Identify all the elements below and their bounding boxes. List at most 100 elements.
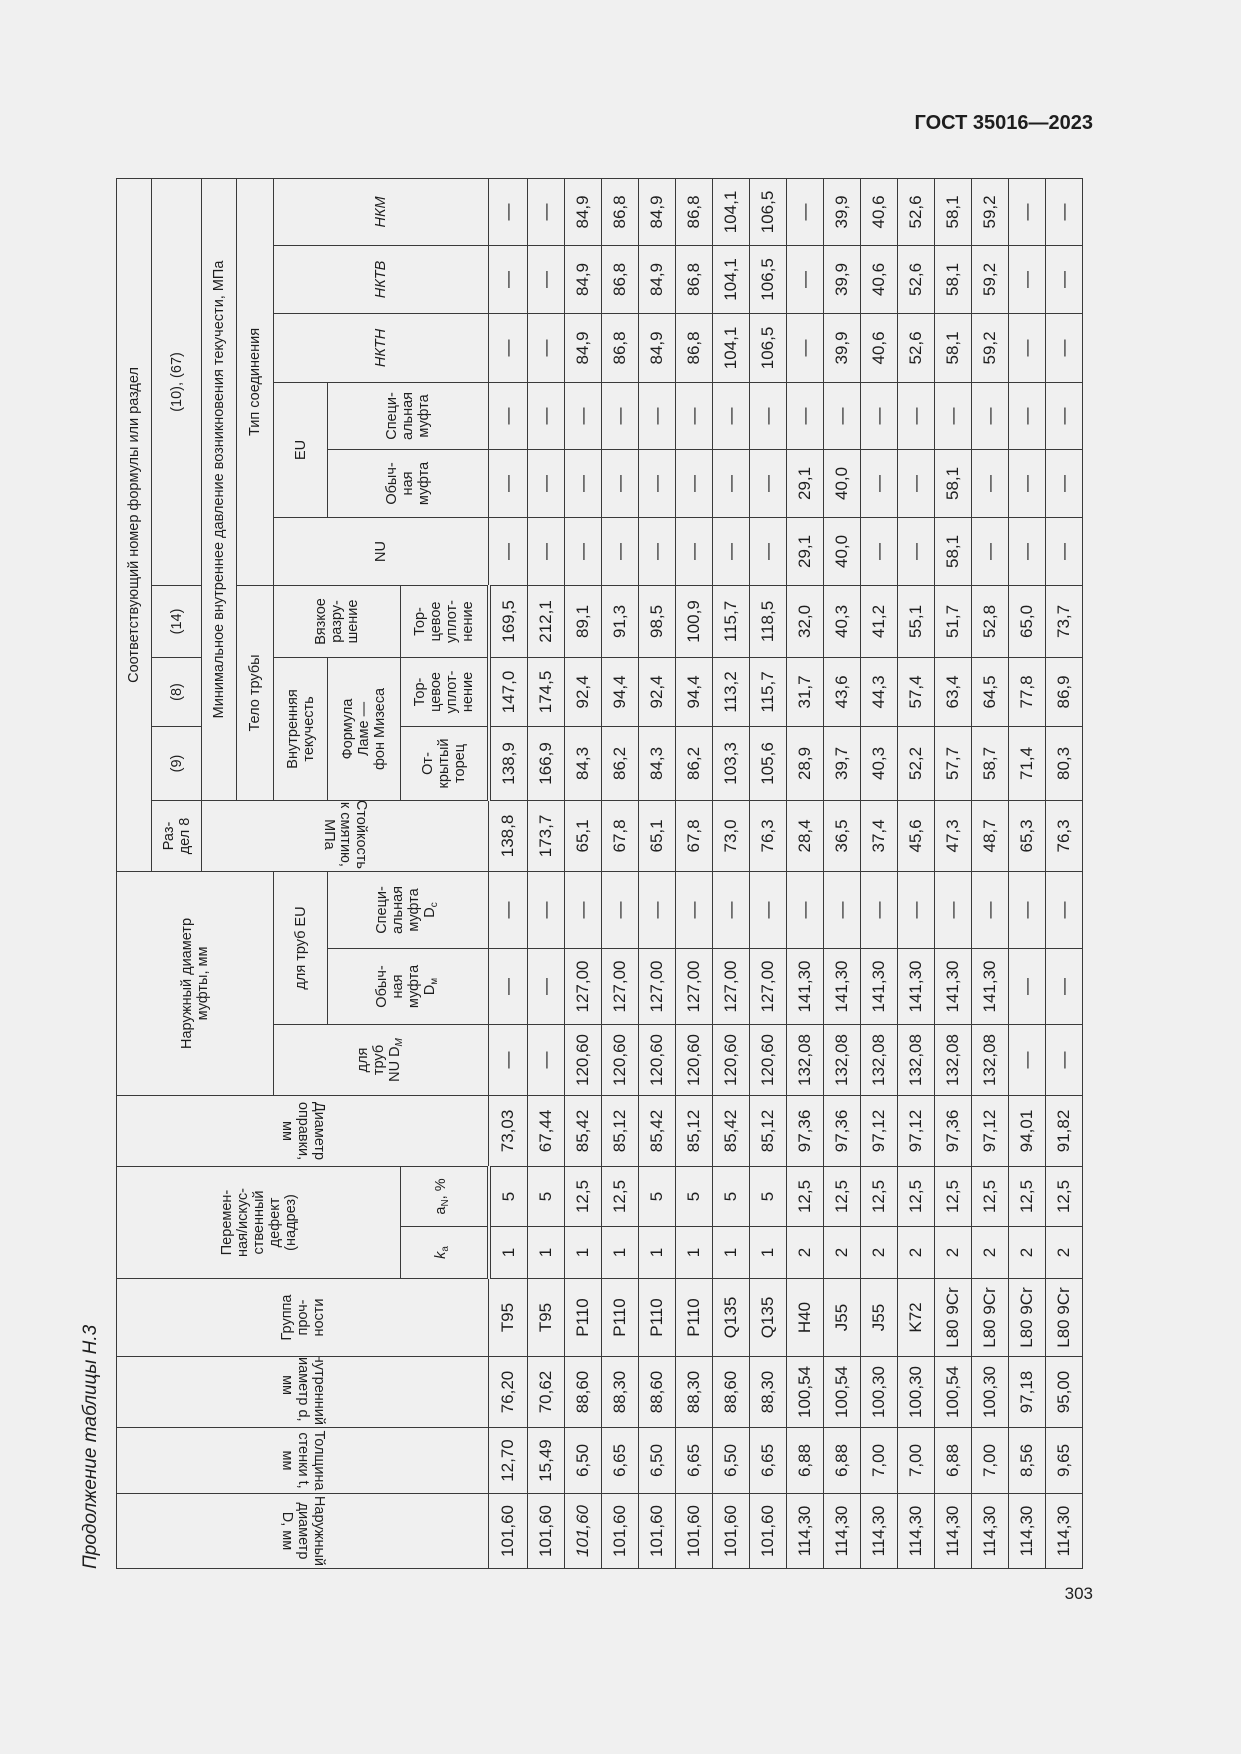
- table-cell: —: [786, 245, 823, 314]
- table-cell: 114,30: [786, 1493, 823, 1569]
- table-cell: 40,6: [860, 245, 897, 314]
- table-cell: 95,00: [1045, 1356, 1082, 1428]
- table-cell: 98,5: [638, 585, 675, 658]
- table-cell: 212,1: [527, 585, 564, 658]
- table-cell: 65,1: [564, 800, 601, 872]
- table-cell: 52,6: [897, 245, 934, 314]
- table-cell: —: [786, 178, 823, 246]
- table-cell: 5: [527, 1166, 564, 1227]
- table-row: 114,30 8,56 97,18 L80 9Cr 2 12,5 94,01— — —65,3 7…: [1008, 178, 1045, 1569]
- col-internal-yield: Внутренняя текучесть: [273, 657, 328, 801]
- table-cell: 2: [1045, 1226, 1082, 1279]
- table-cell: —: [488, 449, 527, 518]
- table-cell: 141,30: [971, 948, 1008, 1025]
- table-cell: —: [823, 871, 860, 949]
- col-ductile-rupture: Вязкое разру- шение: [273, 585, 401, 658]
- table-cell: 141,30: [897, 948, 934, 1025]
- table-cell: 12,5: [1008, 1166, 1045, 1227]
- table-cell: 31,7: [786, 657, 823, 727]
- table-cell: 101,60: [675, 1493, 712, 1569]
- table-cell: J55: [823, 1278, 860, 1357]
- table-cell: —: [488, 517, 527, 586]
- table-cell: 100,54: [786, 1356, 823, 1428]
- table-cell: 41,2: [860, 585, 897, 658]
- table-cell: —: [488, 871, 527, 949]
- table-cell: 86,2: [675, 726, 712, 801]
- table-cell: —: [488, 245, 527, 314]
- page-number: 303: [1064, 1584, 1093, 1603]
- table-cell: 84,9: [564, 178, 601, 246]
- rotated-table-frame: Продолжение таблицы Н.3 Наружный диаметр…: [80, 178, 1092, 1569]
- table-cell: —: [638, 517, 675, 586]
- table-cell: 97,36: [786, 1095, 823, 1167]
- table-cell: —: [1045, 517, 1082, 586]
- table-cell: T95: [488, 1278, 527, 1357]
- table-cell: 86,8: [675, 245, 712, 314]
- table-cell: 6,65: [601, 1427, 638, 1494]
- table-row: 101,60 6,50 88,60 Q135 1 5 85,42 120,60 127,00—7…: [712, 178, 749, 1569]
- col-eu-special: Специ- альная муфта: [327, 382, 489, 450]
- table-cell: 85,12: [749, 1095, 786, 1167]
- table-cell: 84,3: [638, 726, 675, 801]
- table-cell: 6,88: [786, 1427, 823, 1494]
- table-cell: 127,00: [601, 948, 638, 1025]
- table-cell: 100,54: [934, 1356, 971, 1428]
- table-row: 114,30 9,65 95,00 L80 9Cr 2 12,5 91,82— — —76,3 8…: [1045, 178, 1082, 1569]
- table-cell: 127,00: [564, 948, 601, 1025]
- table-cell: P110: [675, 1278, 712, 1357]
- table-cell: 91,3: [601, 585, 638, 658]
- table-cell: 58,1: [934, 245, 971, 314]
- table-cell: 132,08: [971, 1024, 1008, 1096]
- col-ka: ka: [400, 1226, 489, 1279]
- table-cell: —: [749, 449, 786, 518]
- table-cell: 141,30: [786, 948, 823, 1025]
- table-cell: 2: [786, 1226, 823, 1279]
- table-cell: 29,1: [786, 517, 823, 586]
- table-cell: 5: [749, 1166, 786, 1227]
- col-nkm: НКМ: [273, 178, 489, 246]
- table-cell: 8,56: [1008, 1427, 1045, 1494]
- table-cell: 86,2: [601, 726, 638, 801]
- table-cell: —: [749, 382, 786, 450]
- table-cell: 132,08: [934, 1024, 971, 1096]
- table-cell: —: [897, 449, 934, 518]
- col-wall-thickness: Толщина стенки t, мм: [116, 1427, 489, 1494]
- col-strength-grade: Группа проч- ности: [116, 1278, 489, 1357]
- table-cell: 101,60: [638, 1493, 675, 1569]
- table-cell: —: [786, 313, 823, 383]
- table-cell: —: [786, 382, 823, 450]
- table-row: 114,30 7,00 100,30 L80 9Cr 2 12,5 97,12 132,08 1…: [971, 178, 1008, 1569]
- table-caption: Продолжение таблицы Н.3: [80, 1324, 101, 1569]
- table-cell: P110: [564, 1278, 601, 1357]
- table-cell: 59,2: [971, 245, 1008, 314]
- table-cell: —: [897, 871, 934, 949]
- section-8: Раз- дел 8: [151, 800, 202, 872]
- table-cell: —: [1045, 313, 1082, 383]
- table-cell: 141,30: [823, 948, 860, 1025]
- table-cell: 86,8: [675, 313, 712, 383]
- table-cell: 58,1: [934, 313, 971, 383]
- table-cell: —: [527, 871, 564, 949]
- table-cell: 84,9: [564, 245, 601, 314]
- table-cell: —: [675, 449, 712, 518]
- table-cell: 101,60: [488, 1493, 527, 1569]
- table-cell: P110: [601, 1278, 638, 1357]
- table-cell: 173,7: [527, 800, 564, 872]
- table-header: Наружный диаметр D, мм Толщина стенки t,…: [116, 178, 489, 1569]
- table-cell: 76,20: [488, 1356, 527, 1428]
- table-cell: —: [601, 517, 638, 586]
- table-cell: 40,0: [823, 517, 860, 586]
- table-cell: 6,65: [675, 1427, 712, 1494]
- table-cell: Q135: [712, 1278, 749, 1357]
- table-cell: 100,30: [897, 1356, 934, 1428]
- table-cell: —: [1008, 313, 1045, 383]
- table-cell: 39,9: [823, 313, 860, 383]
- table-cell: —: [675, 871, 712, 949]
- table-cell: 52,8: [971, 585, 1008, 658]
- table-cell: —: [638, 871, 675, 949]
- col-min-yield-pressure: Минимальное внутреннее давление возникно…: [201, 178, 237, 801]
- table-cell: —: [712, 449, 749, 518]
- table-cell: 67,8: [675, 800, 712, 872]
- table-cell: 114,30: [897, 1493, 934, 1569]
- table-cell: 100,30: [971, 1356, 1008, 1428]
